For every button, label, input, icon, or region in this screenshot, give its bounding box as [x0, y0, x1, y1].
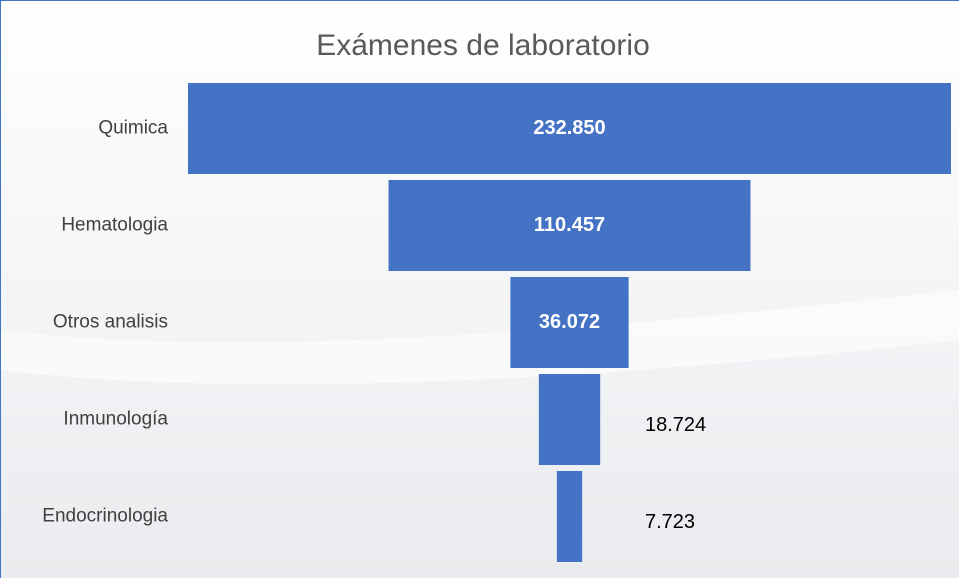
funnel-bar — [188, 83, 951, 174]
category-label: Inmunología — [63, 409, 168, 430]
chart-title: Exámenes de laboratorio — [316, 29, 650, 62]
funnel-bar — [388, 180, 751, 271]
background-swoosh — [0, 290, 959, 385]
category-label: Endocrinologia — [42, 506, 168, 527]
funnel-bar — [538, 374, 601, 465]
funnel-bar — [556, 471, 583, 562]
value-label: 36.072 — [539, 311, 600, 333]
value-label: 232.850 — [533, 117, 605, 139]
value-label: 110.457 — [534, 214, 605, 236]
category-label: Quimica — [98, 118, 168, 139]
category-label: Otros analisis — [53, 312, 168, 333]
funnel-bar — [510, 277, 629, 368]
value-label: 18.724 — [645, 414, 706, 436]
category-label: Hematologia — [61, 215, 168, 236]
value-label: 7.723 — [645, 511, 695, 533]
